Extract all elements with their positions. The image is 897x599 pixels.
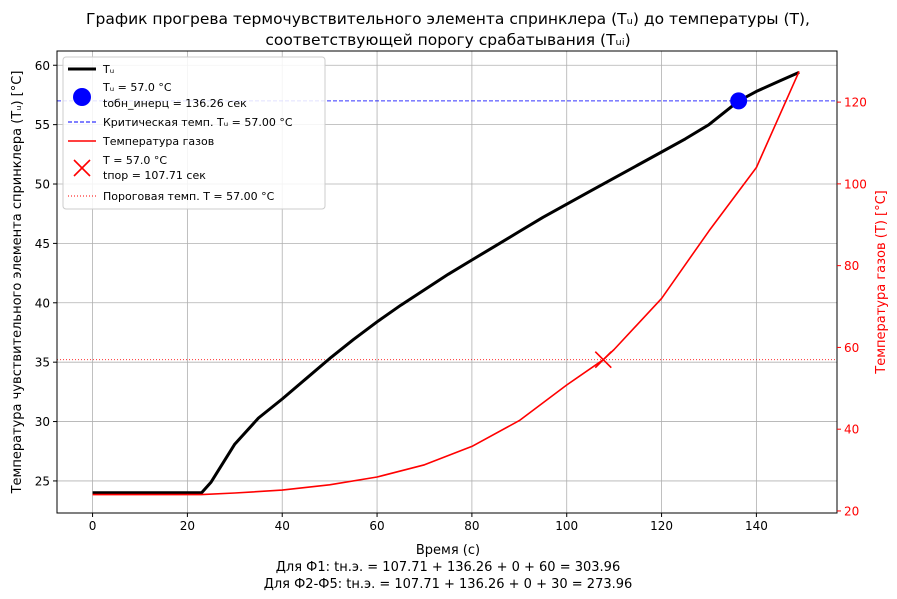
y-axis-right-label: Температура газов (T) [°C]: [874, 190, 889, 374]
legend-tu-point-swatch: [73, 88, 91, 106]
legend-tu-point-line2: tобн_инерц = 136.26 сек: [103, 97, 247, 110]
legend-gas-label: Температура газов: [102, 135, 214, 148]
y-left-tick-label: 50: [35, 178, 50, 192]
y-right-tick-label: 60: [844, 341, 859, 355]
legend-box: [62, 56, 326, 210]
y-right-tick-label: 80: [844, 259, 859, 273]
legend-gas-point-line1: T = 57.0 °C: [102, 154, 167, 167]
y-axis-left-label: Температура чувствительного элемента спр…: [10, 71, 25, 495]
y-left-tick-label: 30: [35, 415, 50, 429]
y-right-tick-label: 40: [844, 423, 859, 437]
x-tick-label: 0: [89, 519, 97, 533]
footer-line2: Для Ф2-Ф5: tн.э. = 107.71 + 136.26 + 0 +…: [264, 577, 633, 592]
x-tick-label: 80: [464, 519, 479, 533]
y-left-tick-label: 45: [35, 237, 50, 251]
x-tick-label: 140: [745, 519, 768, 533]
chart-title-line2: соответствующей порогу срабатывания (Tᵤᵢ…: [265, 31, 630, 49]
y-right-tick-label: 120: [844, 96, 867, 110]
footer-line1: Для Ф1: tн.э. = 107.71 + 136.26 + 0 + 60…: [276, 560, 620, 575]
y-left-tick-label: 55: [35, 118, 50, 132]
series-tu-line: [92, 71, 800, 495]
legend-gas-point-line2: tпор = 107.71 сек: [103, 169, 206, 182]
y-right-tick-label: 20: [844, 504, 859, 518]
y-left-tick-label: 35: [35, 356, 50, 370]
axis-ticks: 0 20 40 60 80 100 120 140 25 30 35 40 45 50 55 60 20 40 60…: [35, 59, 867, 533]
y-left-tick-label: 25: [35, 474, 50, 488]
plot-lines: [92, 71, 800, 496]
x-tick-label: 100: [555, 519, 578, 533]
x-tick-label: 20: [180, 519, 195, 533]
x-tick-label: 120: [650, 519, 673, 533]
y-right-tick-label: 100: [844, 177, 867, 191]
grid-lines: [57, 51, 837, 513]
legend-tu-label: Tᵤ: [102, 63, 114, 76]
chart-title-line1: График прогрева термочувствительного эле…: [86, 10, 810, 28]
plot-frame: [56, 50, 838, 514]
x-tick-label: 60: [369, 519, 384, 533]
point-gas-marker-stroke-b: [594, 351, 612, 369]
legend-tu-point-line1: Tᵤ = 57.0 °C: [102, 81, 172, 94]
point-markers: [594, 92, 748, 369]
x-axis-label: Время (с): [416, 543, 480, 558]
legend-threshold-label: Пороговая темп. T = 57.00 °C: [103, 190, 275, 203]
series-gas-line: [92, 71, 800, 496]
x-tick-label: 40: [275, 519, 290, 533]
y-left-tick-label: 60: [35, 59, 50, 73]
legend-critical-label: Критическая темп. Tᵤ = 57.00 °C: [103, 116, 293, 129]
legend-gas-point-swatch: [73, 159, 91, 177]
y-left-tick-label: 40: [35, 296, 50, 310]
legend: Tᵤ Tᵤ = 57.0 °C tобн_инерц = 136.26 сек …: [62, 56, 326, 210]
point-tu-marker: [730, 92, 748, 110]
